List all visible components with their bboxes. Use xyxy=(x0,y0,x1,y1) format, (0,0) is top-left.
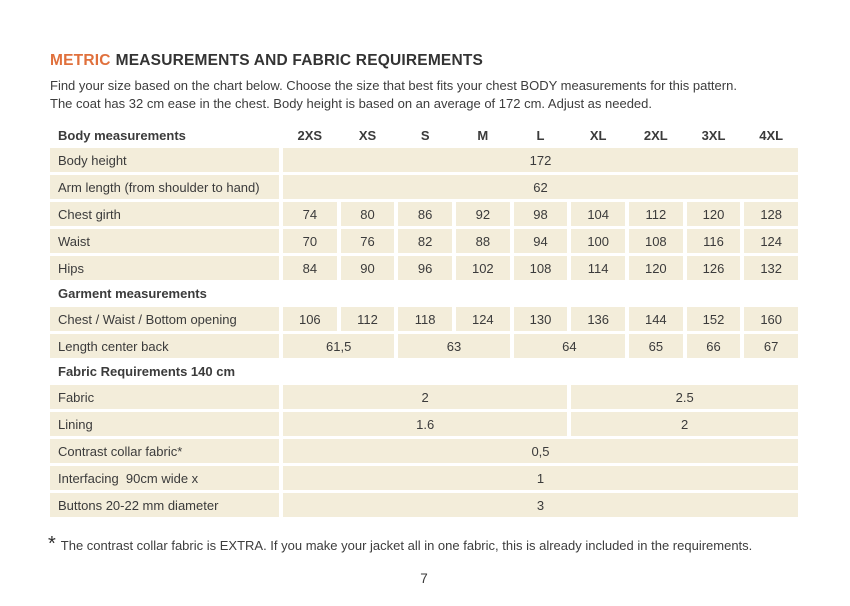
table-cell: 70 xyxy=(283,229,337,253)
table-cell: 116 xyxy=(686,229,741,253)
row-label-lining: Lining xyxy=(50,412,279,436)
section-header-fabric-requirements-140-cm: Fabric Requirements 140 cm xyxy=(58,364,236,379)
table-cell: 94 xyxy=(513,229,568,253)
row-label-contrast-collar-fabric: Contrast collar fabric* xyxy=(50,439,279,463)
table-cell: 61,5 xyxy=(283,334,395,358)
column-header-xl: XL xyxy=(589,127,607,143)
column-header-m: M xyxy=(477,127,489,143)
table-cell: 112 xyxy=(340,307,395,331)
column-header-s: S xyxy=(420,127,430,143)
footnote-text: The contrast collar fabric is EXTRA. If … xyxy=(60,538,753,553)
table-cell: 66 xyxy=(686,334,741,358)
table-cell: 92 xyxy=(456,202,510,226)
table-cell: 144 xyxy=(629,307,683,331)
table-cell: 130 xyxy=(513,307,568,331)
column-header-l: L xyxy=(536,127,545,143)
column-header-3xl: 3XL xyxy=(701,127,726,143)
table-cell: 86 xyxy=(398,202,452,226)
row-label-interfacing-90cm-wide-x: Interfacing 90cm wide x xyxy=(50,466,279,490)
table-cell: 126 xyxy=(686,256,741,280)
table-cell: 120 xyxy=(686,202,741,226)
table-cell: 128 xyxy=(744,202,798,226)
intro-line-1: Find your size based on the chart below.… xyxy=(50,78,737,93)
table-cell: 136 xyxy=(571,307,625,331)
table-cell: 124 xyxy=(456,307,510,331)
table-cell: 80 xyxy=(340,202,395,226)
table-cell: 114 xyxy=(571,256,625,280)
section-header-garment-measurements: Garment measurements xyxy=(58,286,207,301)
row-label-waist: Waist xyxy=(50,229,279,253)
page-title-rest: MEASUREMENTS AND FABRIC REQUIREMENTS xyxy=(115,52,484,69)
table-cell: 62 xyxy=(283,175,798,199)
row-label-length-center-back: Length center back xyxy=(50,334,279,358)
table-cell: 88 xyxy=(456,229,510,253)
table-cell: 108 xyxy=(629,229,683,253)
table-cell: 160 xyxy=(744,307,798,331)
page-title-accent: METRIC xyxy=(50,52,111,69)
row-label-body-height: Body height xyxy=(50,148,279,172)
table-cell: 82 xyxy=(398,229,452,253)
table-cell: 90 xyxy=(340,256,395,280)
row-label-chest-waist-bottom-opening: Chest / Waist / Bottom opening xyxy=(50,307,279,331)
column-header-2xs: 2XS xyxy=(297,127,323,143)
column-header-xs: XS xyxy=(358,127,377,143)
table-cell: 84 xyxy=(283,256,337,280)
table-cell: 2.5 xyxy=(571,385,798,409)
row-label-hips: Hips xyxy=(50,256,279,280)
table-cell: 152 xyxy=(686,307,741,331)
table-cell: 172 xyxy=(283,148,798,172)
table-cell: 132 xyxy=(744,256,798,280)
table-cell: 3 xyxy=(283,493,798,517)
table-cell: 108 xyxy=(513,256,568,280)
intro-line-2: The coat has 32 cm ease in the chest. Bo… xyxy=(50,95,652,111)
table-cell: 1 xyxy=(283,466,798,490)
table-cell: 2 xyxy=(283,385,568,409)
table-cell: 76 xyxy=(340,229,395,253)
measurements-table: Body measurements 2XS XS S M L XL 2XL 3XL 4XL Body… xyxy=(50,125,798,517)
table-cell: 98 xyxy=(513,202,568,226)
table-cell: 1.6 xyxy=(283,412,568,436)
table-cell: 118 xyxy=(398,307,452,331)
column-header-4xl: 4XL xyxy=(759,127,784,143)
table-cell: 102 xyxy=(456,256,510,280)
intro-text: Find your size based on the chart below.… xyxy=(50,77,800,112)
table-cell: 124 xyxy=(744,229,798,253)
table-cell: 0,5 xyxy=(283,439,798,463)
table-cell: 112 xyxy=(629,202,683,226)
table-cell: 67 xyxy=(744,334,798,358)
table-cell: 63 xyxy=(398,334,510,358)
row-label-arm-length-from-shoulder-to-hand: Arm length (from shoulder to hand) xyxy=(50,175,279,199)
page-number: 7 xyxy=(420,571,428,586)
footnote-asterisk: * xyxy=(48,533,56,555)
table-cell: 96 xyxy=(398,256,452,280)
row-label-buttons-20-22-mm-diameter: Buttons 20-22 mm diameter xyxy=(50,493,279,517)
row-label-chest-girth: Chest girth xyxy=(50,202,279,226)
table-cell: 2 xyxy=(571,412,798,436)
table-cell: 120 xyxy=(629,256,683,280)
table-header-label: Body measurements xyxy=(58,127,186,143)
row-label-fabric: Fabric xyxy=(50,385,279,409)
footnote: * The contrast collar fabric is EXTRA. If… xyxy=(48,533,800,556)
table-cell: 64 xyxy=(513,334,625,358)
table-cell: 74 xyxy=(283,202,337,226)
table-cell: 100 xyxy=(571,229,625,253)
page-title: METRIC MEASUREMENTS AND FABRIC REQUIREMEN… xyxy=(50,52,800,70)
table-cell: 65 xyxy=(629,334,683,358)
table-cell: 104 xyxy=(571,202,625,226)
table-cell: 106 xyxy=(283,307,337,331)
column-header-2xl: 2XL xyxy=(643,127,668,143)
